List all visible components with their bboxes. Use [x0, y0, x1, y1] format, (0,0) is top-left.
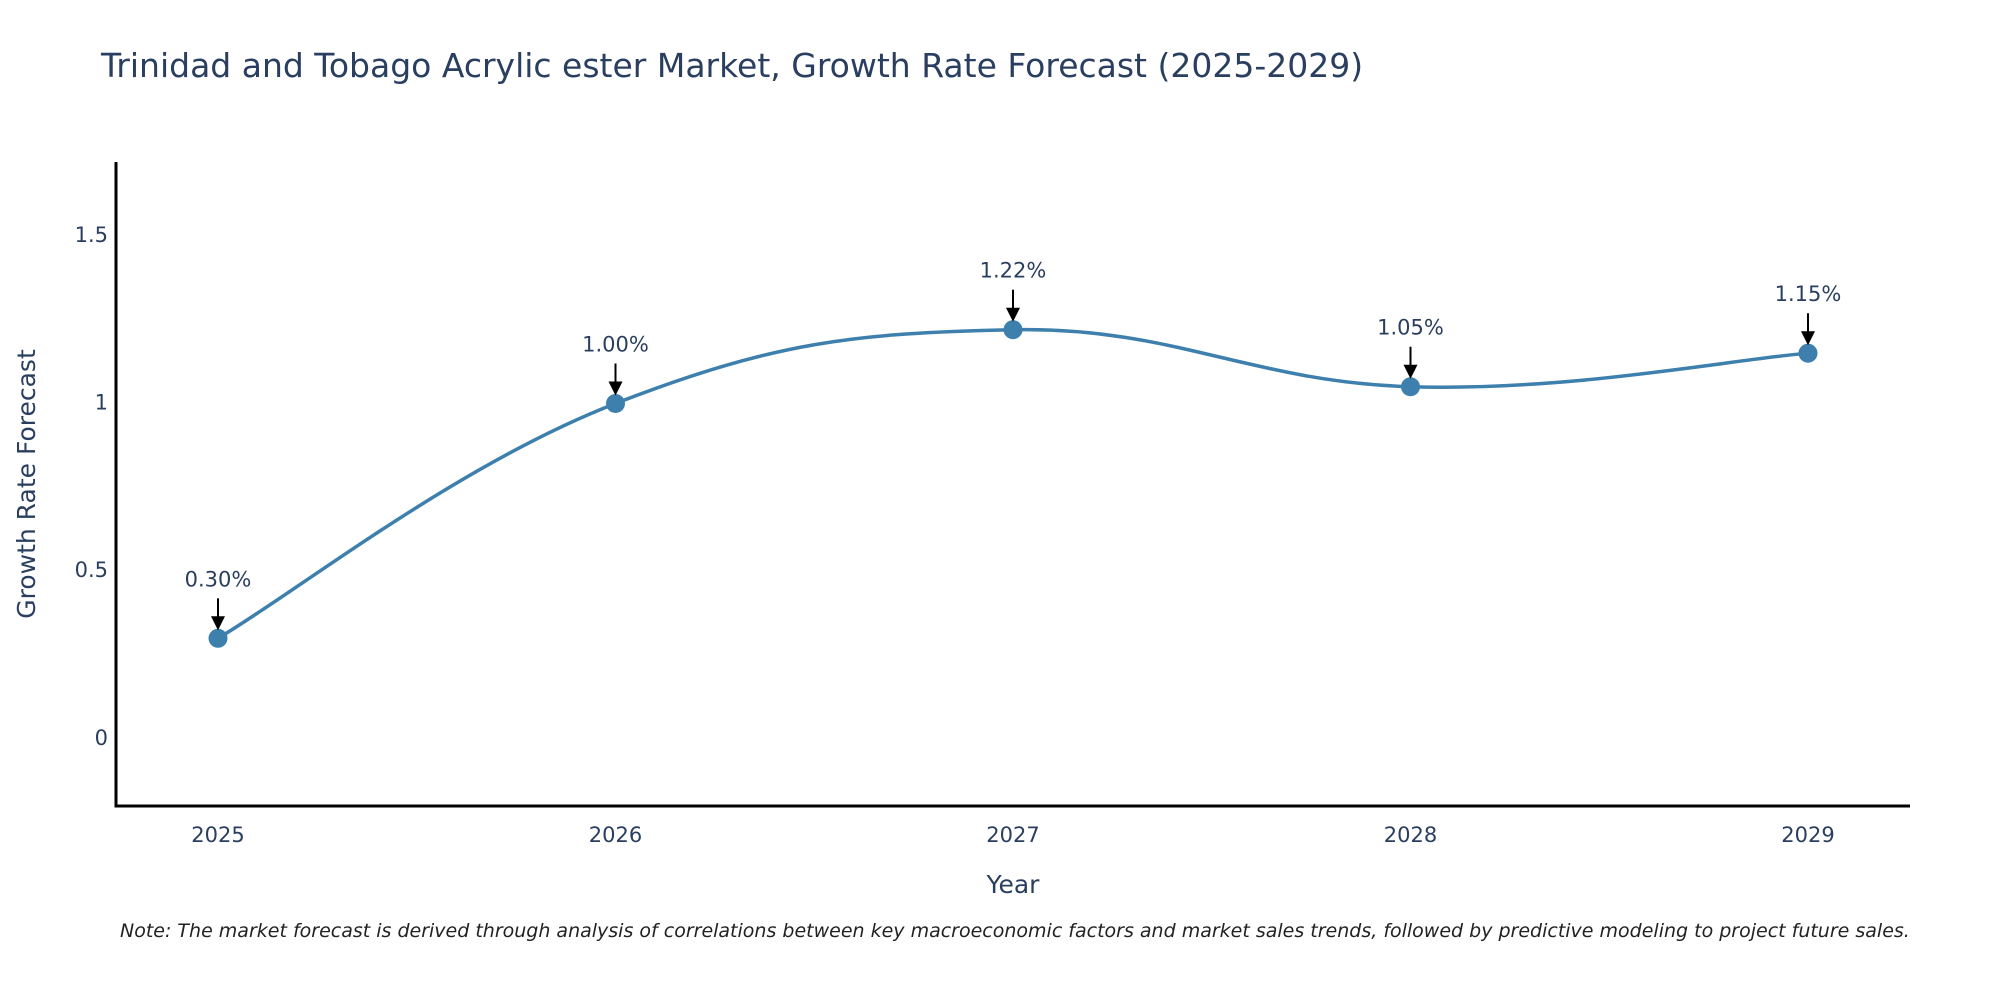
annotation-arrow-head [608, 381, 623, 396]
data-point-marker [208, 628, 228, 648]
x-tick-label: 2029 [1781, 823, 1834, 847]
y-tick-label: 0.5 [75, 558, 108, 582]
data-label: 0.30% [185, 567, 252, 591]
x-tick-label: 2027 [986, 823, 1039, 847]
chart-note: Note: The market forecast is derived thr… [120, 920, 1910, 942]
y-tick-label: 0 [95, 726, 108, 750]
annotation-arrow-head [211, 616, 225, 631]
y-tick-label: 1 [95, 391, 108, 415]
data-label: 1.00% [582, 333, 649, 357]
x-tick-label: 2026 [589, 823, 642, 847]
y-axis-ticks: 0 0.5 1 1.5 [75, 223, 108, 750]
chart-title: Trinidad and Tobago Acrylic ester Market… [101, 46, 1364, 85]
x-tick-label: 2028 [1384, 823, 1437, 847]
data-label: 1.05% [1377, 316, 1444, 340]
data-point-marker [1798, 343, 1818, 363]
annotation-arrow-head [1801, 331, 1815, 346]
x-tick-label: 2025 [191, 823, 244, 847]
annotation-arrow-head [1403, 364, 1418, 379]
data-label: 1.22% [980, 259, 1047, 283]
data-point-marker [606, 394, 625, 413]
x-axis-title: Year [986, 870, 1041, 899]
data-label: 1.15% [1775, 282, 1842, 306]
data-point-marker [1003, 320, 1023, 340]
y-tick-label: 1.5 [75, 223, 108, 247]
series-line [217, 327, 1809, 640]
y-axis-title: Growth Rate Forecast [12, 349, 41, 619]
data-point-marker [1401, 377, 1420, 397]
data-labels: 0.30% 1.00% 1.22% 1.05% 1.15% [185, 259, 1842, 631]
annotation-arrow-head [1006, 307, 1020, 322]
series-markers [208, 320, 1818, 648]
x-axis-ticks: 2025 2026 2027 2028 2029 [191, 823, 1834, 847]
